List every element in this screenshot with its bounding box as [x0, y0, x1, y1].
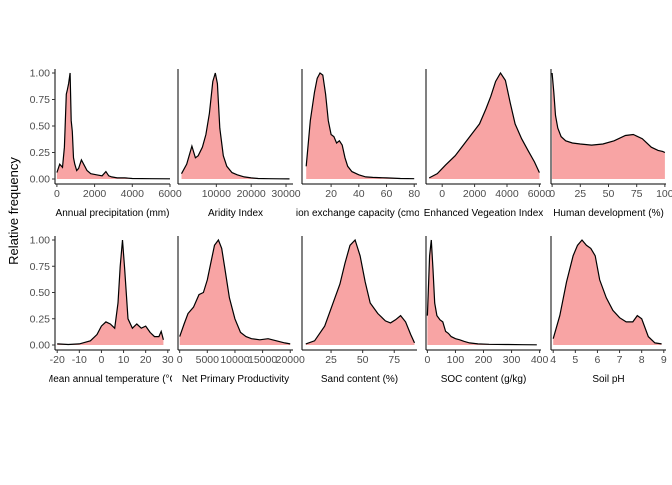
x-axis-title: Mean annual temperature (°C) [45, 374, 180, 385]
x-tick-label: 400 [531, 354, 549, 366]
x-tick-label: 200 [475, 354, 493, 366]
density-line [57, 239, 164, 346]
y-tick-label: 1.00 [30, 235, 51, 247]
x-tick-label: 6000 [158, 188, 182, 200]
x-tick-label: 0 [439, 188, 445, 200]
x-tick-label: 40 [353, 188, 365, 200]
x-tick-label: 0 [54, 188, 60, 200]
facet-panel-9: 0 100 200 300 400 SOC content (g/kg) [424, 236, 549, 385]
x-tick-label: 25 [325, 354, 337, 366]
density-line [56, 72, 170, 180]
y-tick-label: 0.75 [30, 94, 51, 106]
density-line [551, 72, 666, 154]
facet-panel-10: 4 5 6 7 8 9 Soil pH [550, 236, 667, 385]
x-axis-title: Enhanced Vegeation Index [424, 208, 544, 219]
facet-panel-5: 0 25 50 75 100 Human development (%) [549, 69, 672, 219]
x-tick-label: 80 [408, 188, 420, 200]
y-tick-label: 0.00 [30, 340, 51, 352]
x-tick-label: 6 [595, 354, 601, 366]
x-tick-label: 4000 [121, 188, 145, 200]
density-area [306, 73, 415, 179]
x-tick-label: 4000 [495, 188, 519, 200]
x-tick-label: 6000 [528, 188, 552, 200]
facet-panel-8: 25 50 75 Sand content (%) [301, 236, 417, 385]
x-tick-label: 75 [388, 354, 400, 366]
density-line [179, 238, 291, 345]
x-tick-label: 15000 [248, 354, 277, 366]
x-tick-label: 4 [550, 354, 556, 366]
x-tick-label: 0 [177, 354, 183, 366]
density-area [427, 240, 537, 345]
y-tick-label: 0.00 [30, 174, 51, 186]
x-tick-label: 10 [118, 354, 130, 366]
x-tick-label: 60 [381, 188, 393, 200]
x-tick-label: 5 [572, 354, 578, 366]
x-tick-label: 2000 [83, 188, 107, 200]
x-tick-label: 25 [574, 188, 586, 200]
y-tick-label: 1.00 [30, 68, 51, 80]
x-tick-label: 20000 [276, 354, 305, 366]
facet-panel-4: 0 2000 4000 6000 Enhanced Vegeation Index [424, 69, 551, 219]
x-tick-label: 5000 [196, 354, 220, 366]
facet-panel-2: 10000 20000 30000 Aridity Index [177, 69, 301, 219]
y-tick-label: 0.50 [30, 121, 51, 133]
x-axis-title: Net Primary Productivity [182, 374, 289, 385]
density-area [429, 73, 540, 179]
facet-panel-6: 0.00 0.25 0.50 0.75 1.00 -20 -10 0 10 20 30 Mean an… [30, 235, 180, 386]
density-line [180, 72, 290, 180]
x-tick-label: 0 [99, 354, 105, 366]
x-tick-label: 20 [140, 354, 152, 366]
y-tick-label: 0.25 [30, 313, 51, 325]
x-tick-label: 20 [325, 188, 337, 200]
density-area [552, 73, 665, 179]
x-tick-label: 8 [639, 354, 645, 366]
facet-panel-1: 0.00 0.25 0.50 0.75 1.00 0 2000 4000 6000 Annual … [30, 68, 182, 220]
x-axis-title: SOC content (g/kg) [441, 374, 527, 385]
x-tick-label: 30000 [271, 188, 300, 200]
x-tick-label: 50 [357, 354, 369, 366]
density-line [305, 238, 416, 345]
x-tick-label: 30 [162, 354, 174, 366]
x-tick-label: -10 [72, 354, 87, 366]
y-tick-label: 0.25 [30, 147, 51, 159]
density-area [305, 240, 415, 345]
y-axis-title: Relative frequency [6, 157, 21, 265]
density-line [426, 239, 537, 346]
x-axis-title: Annual precipitation (mm) [56, 208, 170, 219]
x-tick-label: 2000 [463, 188, 487, 200]
x-tick-label: 0 [549, 188, 555, 200]
x-axis-title: Aridity Index [208, 208, 263, 219]
x-axis-title: Sand content (%) [321, 374, 398, 385]
density-line [428, 71, 540, 179]
density-area [179, 240, 291, 345]
x-tick-label: 75 [631, 188, 643, 200]
x-tick-label: 10000 [202, 188, 231, 200]
x-tick-label: 50 [603, 188, 615, 200]
x-tick-label: 9 [661, 354, 667, 366]
x-tick-label: 100 [447, 354, 465, 366]
x-axis-title: Cation exchange capacity (cmol/kg) [280, 208, 438, 219]
x-tick-label: 10000 [220, 354, 249, 366]
density-line [305, 72, 415, 180]
density-area [56, 73, 170, 179]
x-tick-label: -20 [50, 354, 65, 366]
density-area [181, 73, 290, 179]
x-axis-title: Soil pH [592, 374, 624, 385]
x-tick-label: 100 [656, 188, 672, 200]
x-tick-label: 300 [503, 354, 521, 366]
y-tick-label: 0.75 [30, 261, 51, 273]
x-tick-label: 7 [617, 354, 623, 366]
density-line [552, 239, 662, 345]
facet-panel-3: 20 40 60 80 Cation exchange capacity (cmol/k… [280, 69, 438, 219]
x-tick-label: 0 [424, 354, 430, 366]
x-axis-title: Human development (%) [553, 208, 664, 219]
density-area [553, 240, 662, 345]
x-tick-label: 20000 [237, 188, 266, 200]
y-tick-label: 0.50 [30, 287, 51, 299]
